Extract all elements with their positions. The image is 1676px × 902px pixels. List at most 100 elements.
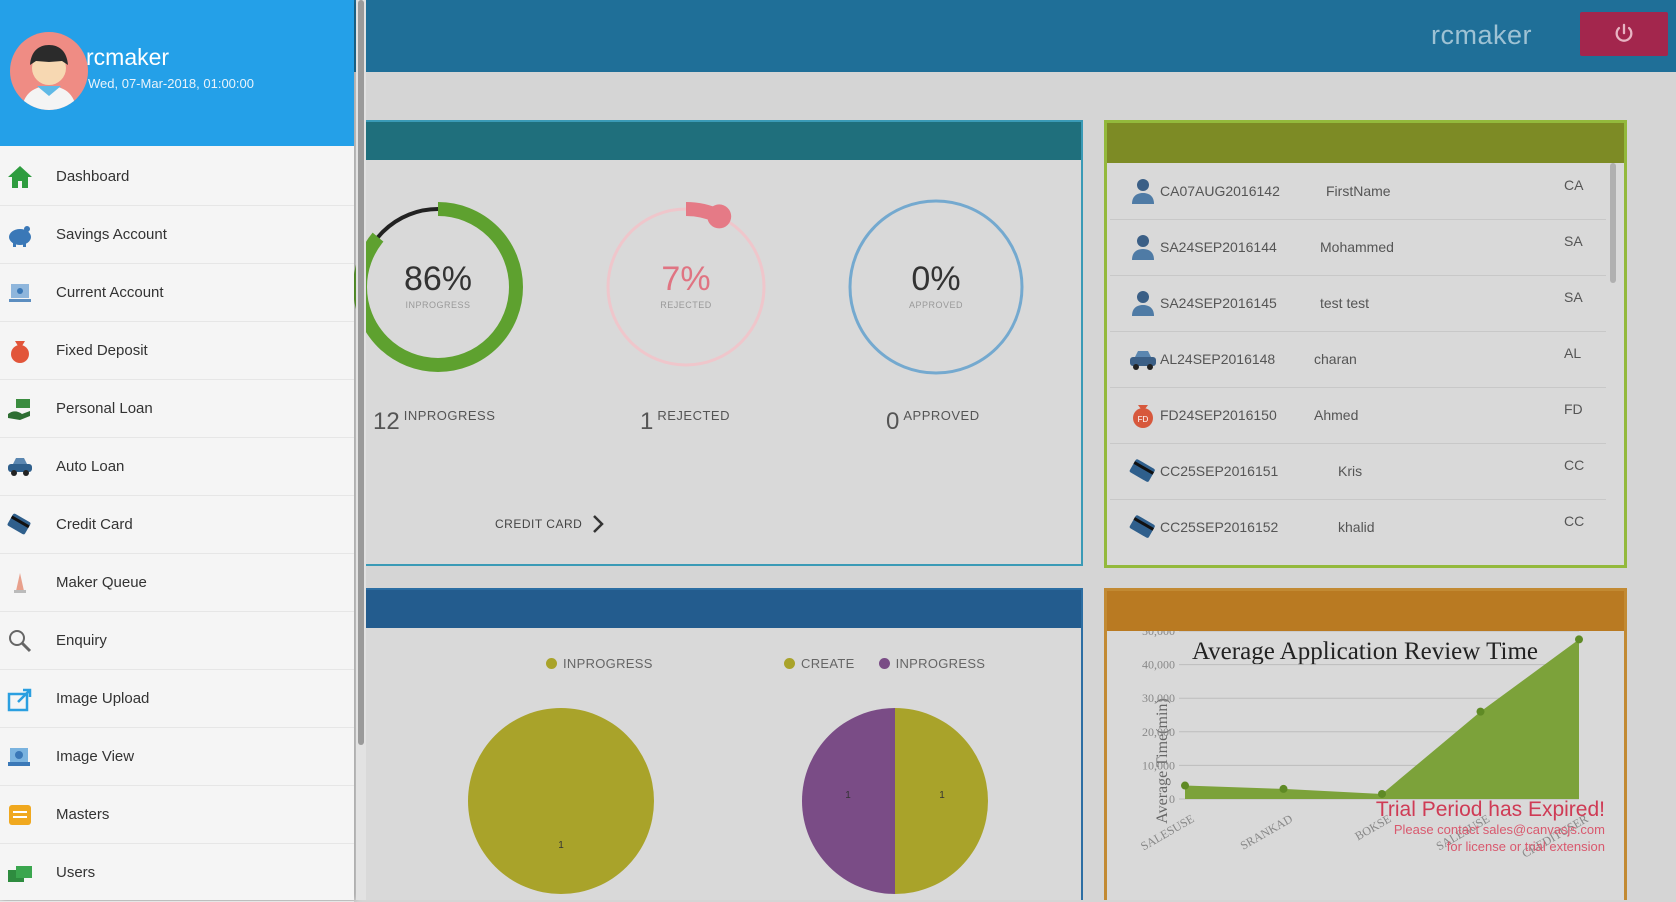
gauge-sublabel: REJECTED (660, 300, 712, 310)
sidebar-item-image-upload[interactable]: Image Upload (0, 670, 354, 728)
sidebar-scrollbar[interactable] (356, 0, 366, 900)
gauge-ring (601, 202, 771, 372)
app-name: charan (1314, 351, 1357, 367)
area-series[interactable] (1185, 639, 1579, 799)
chart-title: Average Application Review Time (1192, 638, 1538, 665)
count-label: APPROVED (903, 408, 980, 423)
user-icon (1132, 291, 1154, 316)
sidebar-item-current-account[interactable]: Current Account (0, 264, 354, 322)
sidebar-item-savings-account[interactable]: Savings Account (0, 206, 354, 264)
list-item[interactable]: FD FD24SEP2016150 Ahmed FD (1110, 387, 1606, 444)
list-item[interactable]: CC25SEP2016151 Kris CC (1110, 443, 1606, 500)
list-item[interactable]: CA07AUG2016142 FirstName CA (1110, 163, 1606, 220)
user-avatar-icon (22, 45, 76, 110)
data-point[interactable] (1279, 784, 1288, 793)
sidebar-item-label: Enquiry (56, 632, 107, 649)
sidebar-item-label: Personal Loan (56, 400, 153, 417)
sidebar-item-label: Auto Loan (56, 458, 125, 475)
legend-dot (546, 658, 557, 669)
legend-dot (784, 658, 795, 669)
data-point[interactable] (1476, 707, 1485, 716)
sidebar-item-fixed-deposit[interactable]: Fixed Deposit (0, 322, 354, 380)
users-icon (8, 866, 32, 882)
gauge-ring (848, 199, 1024, 375)
count-label: REJECTED (657, 408, 730, 423)
gauge-percent: 7% (661, 260, 711, 298)
pie-slice-label: 1 (558, 840, 564, 851)
gauge-rejected: 7% REJECTED (591, 192, 781, 382)
app-id: SA24SEP2016145 (1160, 295, 1277, 311)
chevron-right-icon (593, 515, 605, 533)
legend-label: INPROGRESS (563, 656, 653, 671)
pie-slice-label: 1 (845, 790, 851, 801)
gauge-inprogress: 86% INPROGRESS (343, 192, 533, 382)
app-name: Ahmed (1314, 407, 1359, 423)
car-icon (8, 458, 32, 476)
list-item[interactable]: CC25SEP2016152 khalid CC (1110, 499, 1606, 555)
sidebar-datetime: Wed, 07-Mar-2018, 01:00:00 (88, 76, 254, 91)
logout-button[interactable] (1580, 12, 1668, 56)
app-type: CC (1564, 513, 1585, 529)
credit-card-icon (1129, 459, 1155, 482)
pie-card-header (362, 590, 1081, 628)
sidebar-item-credit-card[interactable]: Credit Card (0, 496, 354, 554)
current-account-icon (9, 284, 31, 302)
y-tick-label: 20,000 (1142, 725, 1175, 739)
legend-label: INPROGRESS (895, 656, 986, 671)
sidebar-item-masters[interactable]: Masters (0, 786, 354, 844)
avatar[interactable] (10, 32, 88, 110)
y-tick-label: 50,000 (1142, 631, 1175, 638)
rejected-count: 1 REJECTED (640, 408, 730, 436)
pie-slice-create[interactable] (895, 708, 988, 894)
sidebar-item-personal-loan[interactable]: Personal Loan (0, 380, 354, 438)
sidebar-scrollbar-thumb[interactable] (358, 0, 364, 745)
sidebar-item-auto-loan[interactable]: Auto Loan (0, 438, 354, 496)
review-time-card-header (1107, 591, 1624, 631)
upload-icon (7, 688, 32, 712)
sidebar-item-label: Fixed Deposit (56, 342, 148, 359)
magnifier-icon (9, 630, 32, 653)
sidebar-item-image-view[interactable]: Image View (0, 728, 354, 786)
fd-bag-icon: FD (1133, 405, 1153, 428)
inprogress-count: 12 INPROGRESS (373, 408, 495, 436)
sidebar-item-label: Maker Queue (56, 574, 147, 591)
credit-card-icon (1129, 515, 1155, 538)
data-point[interactable] (1575, 635, 1583, 644)
money-bag-icon (11, 341, 29, 363)
pie-slice-inprogress[interactable] (468, 708, 654, 894)
list-item[interactable]: SA24SEP2016145 test test SA (1110, 275, 1606, 332)
status-card (360, 120, 1083, 566)
app-type: FD (1564, 401, 1583, 417)
app-type: CC (1564, 457, 1585, 473)
sidebar-item-users[interactable]: Users (0, 844, 354, 902)
applications-card (1104, 120, 1627, 568)
review-time-chart: Average Application Review Time Average … (1138, 631, 1605, 861)
right-pie-legend: CREATE INPROGRESS (784, 656, 985, 671)
app-type: SA (1564, 289, 1583, 305)
y-tick-label: 0 (1169, 792, 1175, 806)
x-tick-label: SRANKAD (1238, 811, 1296, 852)
watermark-line1: Please contact sales@canvasjs.com (1394, 822, 1605, 837)
app-id: CC25SEP2016152 (1160, 519, 1279, 535)
list-item[interactable]: AL24SEP2016148 charan AL (1110, 331, 1606, 388)
pie-slice-inprogress[interactable] (802, 708, 895, 894)
sidebar-item-enquiry[interactable]: Enquiry (0, 612, 354, 670)
data-point[interactable] (1378, 789, 1386, 798)
applications-card-header (1107, 123, 1624, 163)
gauge-percent: 86% (403, 260, 473, 298)
header-username: rcmaker (1430, 20, 1532, 50)
gauge-approved: 0% APPROVED (841, 192, 1031, 382)
app-name: khalid (1338, 519, 1375, 535)
sidebar-item-label: Image Upload (56, 690, 150, 707)
list-scrollbar[interactable] (1610, 163, 1616, 283)
credit-card-link[interactable]: CREDIT CARD (495, 514, 605, 534)
sidebar-item-maker-queue[interactable]: Maker Queue (0, 554, 354, 612)
home-icon (8, 166, 32, 188)
data-point[interactable] (1181, 781, 1189, 790)
sidebar-item-dashboard[interactable]: Dashboard (0, 148, 354, 206)
user-icon (1132, 235, 1154, 260)
user-icon (1132, 179, 1154, 204)
count-value: 12 (373, 408, 400, 435)
list-item[interactable]: SA24SEP2016144 Mohammed SA (1110, 219, 1606, 276)
sidebar-item-label: Masters (56, 806, 110, 823)
